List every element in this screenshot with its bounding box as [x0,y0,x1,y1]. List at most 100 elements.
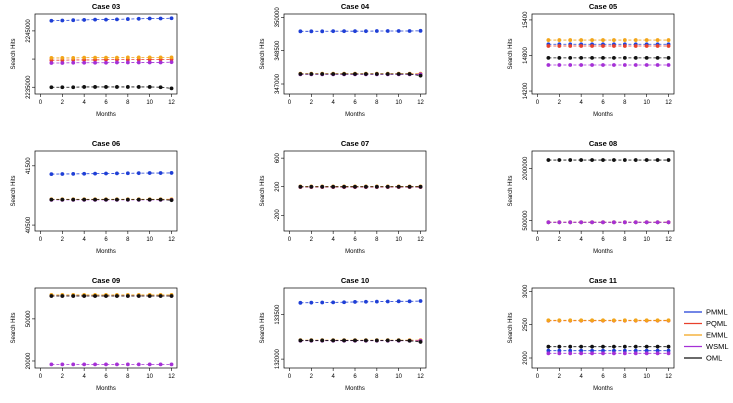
x-tick-label: 12 [665,100,672,106]
legend-item-pqml: PQML [684,319,727,328]
data-point [298,72,303,76]
data-point [590,63,594,67]
data-point [644,38,649,42]
panel-title: Case 05 [589,2,617,11]
data-point [125,17,130,21]
data-point [655,63,660,67]
data-point [147,362,152,367]
x-tick-label: 6 [104,100,108,106]
data-point [546,63,551,67]
data-point [49,85,54,90]
series-wsml [49,60,174,65]
data-point [60,85,65,90]
x-tick-label: 6 [104,237,108,243]
data-point [385,299,390,304]
data-point [93,17,97,22]
data-point [579,55,584,60]
data-point [644,348,649,353]
x-axis-label: Months [593,249,613,255]
data-point [644,351,649,356]
data-point [655,158,660,162]
data-point [568,220,573,225]
y-tick-label: 40500 [26,216,32,233]
legend-item-pmml: PMML [684,308,728,317]
y-axis-label: Search Hits [260,175,266,206]
data-point [115,171,119,176]
data-point [407,338,412,343]
y-axis-label: Search Hits [260,312,266,343]
data-point [115,294,119,298]
x-tick-label: 12 [168,100,175,106]
x-tick-label: 12 [665,374,672,380]
data-point [93,171,97,176]
data-point [309,338,314,343]
x-tick-label: 8 [375,237,379,243]
y-tick-label: 2245000 [26,19,32,43]
data-point [666,220,671,225]
data-point [633,351,638,356]
y-tick-label: 600 [275,152,281,163]
data-point [82,197,87,202]
x-tick-label: 4 [331,237,335,243]
data-point [557,351,562,356]
data-point [93,197,97,202]
data-point [104,85,108,89]
series-oml [298,72,423,78]
data-point [136,294,141,298]
data-point [601,351,605,356]
data-point [612,344,616,349]
data-point [331,338,336,343]
legend-item-wsml: WSML [684,342,729,351]
data-point [82,171,87,176]
data-point [71,294,76,298]
data-point [136,197,141,202]
data-point [60,294,65,298]
data-point [342,184,346,189]
panel-case-11: Case 11 0 2 4 6 8 10 12 Months 2000 2500 3000 Search… [508,276,675,392]
data-point [666,348,671,353]
legend-label: PMML [706,308,728,317]
data-point [601,220,605,225]
data-point [633,44,638,48]
x-tick-label: 8 [623,374,627,380]
data-point [364,299,368,304]
data-point [158,197,163,202]
x-tick-label: 2 [61,237,65,243]
y-tick-label: 350000 [275,7,281,28]
data-point [622,44,627,48]
data-point [655,351,660,356]
x-tick-label: 0 [288,374,292,380]
data-point [169,60,174,65]
x-axis-label: Months [345,112,365,118]
data-point [49,56,54,60]
data-point [655,44,660,48]
data-point [546,351,551,356]
x-tick-label: 6 [601,100,605,106]
data-point [601,344,605,349]
panel-title: Case 06 [92,139,120,148]
data-point [655,55,660,60]
data-point [49,18,54,23]
data-point [396,72,401,76]
series-oml [298,338,423,344]
y-tick-label: 500000 [523,210,529,231]
data-point [125,362,130,367]
data-point [353,338,357,343]
plot-frame [531,287,675,369]
series-line-pqml [51,58,172,61]
data-point [342,338,346,343]
legend-item-oml: OML [684,354,722,363]
x-tick-label: 2 [558,237,562,243]
data-point [49,172,54,177]
series-pmml [298,299,423,305]
x-tick-label: 2 [558,100,562,106]
x-tick-label: 0 [39,237,43,243]
data-point [666,44,671,48]
series-pmml [49,16,174,23]
x-tick-label: 10 [395,237,402,243]
data-point [82,18,87,22]
x-tick-label: 12 [417,374,424,380]
data-point [612,220,616,225]
data-point [147,16,152,21]
